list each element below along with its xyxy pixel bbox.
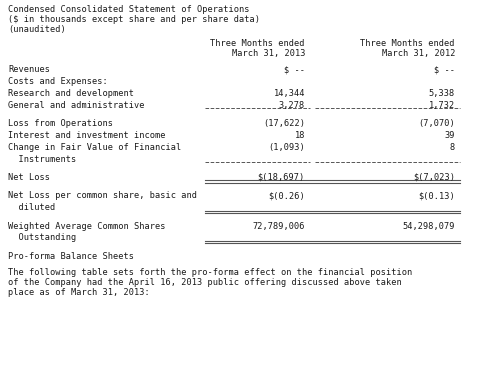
Text: Pro-forma Balance Sheets: Pro-forma Balance Sheets: [8, 252, 134, 261]
Text: 8: 8: [450, 143, 455, 152]
Text: Outstanding: Outstanding: [8, 233, 76, 242]
Text: Change in Fair Value of Financial: Change in Fair Value of Financial: [8, 143, 181, 152]
Text: Net Loss: Net Loss: [8, 173, 50, 182]
Text: March 31, 2012: March 31, 2012: [382, 49, 455, 58]
Text: diluted: diluted: [8, 203, 55, 212]
Text: 18: 18: [295, 131, 305, 140]
Text: 39: 39: [444, 131, 455, 140]
Text: 14,344: 14,344: [274, 89, 305, 98]
Text: The following table sets forth the pro-forma effect on the financial position: The following table sets forth the pro-f…: [8, 268, 412, 277]
Text: ($ in thousands except share and per share data): ($ in thousands except share and per sha…: [8, 15, 260, 24]
Text: Three Months ended: Three Months ended: [211, 39, 305, 48]
Text: Net Loss per common share, basic and: Net Loss per common share, basic and: [8, 192, 197, 200]
Text: Three Months ended: Three Months ended: [360, 39, 455, 48]
Text: 3,278: 3,278: [279, 101, 305, 110]
Text: Loss from Operations: Loss from Operations: [8, 119, 113, 128]
Text: Costs and Expenses:: Costs and Expenses:: [8, 77, 108, 86]
Text: March 31, 2013: March 31, 2013: [231, 49, 305, 58]
Text: $(0.13): $(0.13): [418, 192, 455, 200]
Text: 72,789,006: 72,789,006: [252, 222, 305, 231]
Text: Revenues: Revenues: [8, 65, 50, 74]
Text: General and administrative: General and administrative: [8, 101, 144, 110]
Text: of the Company had the April 16, 2013 public offering discussed above taken: of the Company had the April 16, 2013 pu…: [8, 278, 402, 287]
Text: Condensed Consolidated Statement of Operations: Condensed Consolidated Statement of Oper…: [8, 5, 250, 14]
Text: 1,732: 1,732: [429, 101, 455, 110]
Text: Interest and investment income: Interest and investment income: [8, 131, 166, 140]
Text: 54,298,079: 54,298,079: [403, 222, 455, 231]
Text: (17,622): (17,622): [263, 119, 305, 128]
Text: Instruments: Instruments: [8, 155, 76, 164]
Text: $(18,697): $(18,697): [258, 173, 305, 182]
Text: $(0.26): $(0.26): [268, 192, 305, 200]
Text: Weighted Average Common Shares: Weighted Average Common Shares: [8, 222, 166, 231]
Text: $(7,023): $(7,023): [413, 173, 455, 182]
Text: (unaudited): (unaudited): [8, 25, 66, 34]
Text: Research and development: Research and development: [8, 89, 134, 98]
Text: $ --: $ --: [434, 65, 455, 74]
Text: $ --: $ --: [284, 65, 305, 74]
Text: (7,070): (7,070): [418, 119, 455, 128]
Text: 5,338: 5,338: [429, 89, 455, 98]
Text: (1,093): (1,093): [268, 143, 305, 152]
Text: place as of March 31, 2013:: place as of March 31, 2013:: [8, 288, 150, 297]
